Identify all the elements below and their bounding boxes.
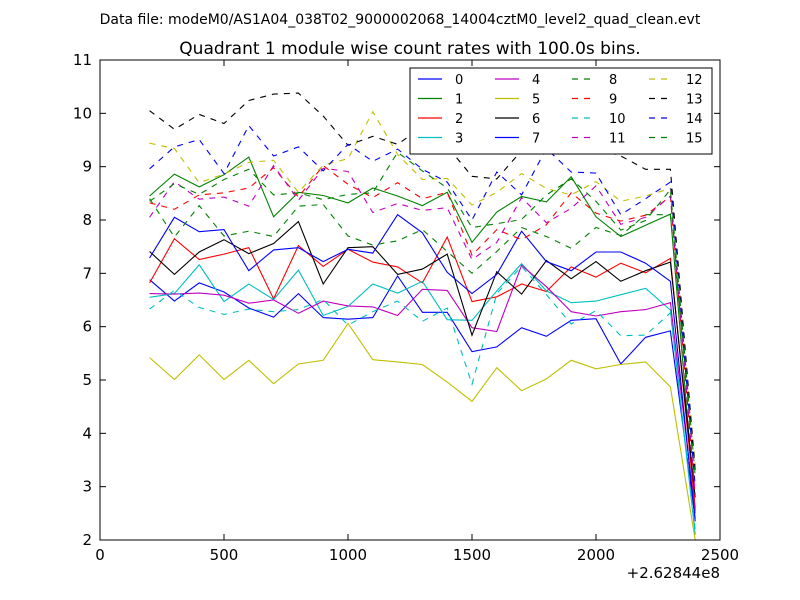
legend-label-14: 14 (686, 112, 703, 127)
legend-label-4: 4 (532, 73, 540, 88)
legend-label-15: 15 (686, 132, 703, 147)
y-tick-label: 2 (82, 531, 92, 549)
series-line-9 (149, 164, 696, 498)
x-tick-label: 2500 (701, 546, 739, 564)
y-tick-label: 4 (82, 424, 92, 442)
y-tick-label: 10 (73, 104, 92, 122)
legend-label-0: 0 (455, 73, 463, 88)
series-line-12 (149, 110, 696, 466)
y-tick-label: 9 (82, 158, 92, 176)
legend-label-11: 11 (609, 132, 626, 147)
series-line-2 (149, 235, 696, 509)
series-line-1 (149, 156, 696, 511)
legend-label-5: 5 (532, 93, 540, 108)
series-line-15 (149, 151, 696, 477)
x-tick-label: 2000 (577, 546, 615, 564)
series-line-3 (149, 262, 696, 535)
x-tick-label: 1000 (329, 546, 367, 564)
x-tick-label: 1500 (453, 546, 491, 564)
legend-label-7: 7 (532, 132, 540, 147)
series-line-0 (149, 274, 696, 519)
chart-suptitle: Data file: modeM0/AS1A04_038T02_90000020… (100, 12, 701, 28)
x-offset-label: +2.62844e8 (627, 564, 720, 582)
series-line-6 (149, 220, 696, 498)
series-line-14 (149, 124, 696, 487)
legend-label-13: 13 (686, 93, 703, 108)
legend-label-6: 6 (532, 112, 540, 127)
legend-box (409, 67, 713, 155)
legend-label-8: 8 (609, 73, 617, 88)
y-tick-label: 7 (82, 264, 92, 282)
plot-frame (99, 59, 721, 541)
y-tick-label: 6 (82, 318, 92, 336)
series-line-5 (149, 322, 696, 540)
legend-label-3: 3 (455, 132, 463, 147)
x-tick-label: 500 (210, 546, 239, 564)
series-line-4 (149, 264, 696, 514)
legend-label-12: 12 (686, 73, 703, 88)
legend-label-10: 10 (609, 112, 626, 127)
series-line-7 (149, 213, 696, 522)
legend-label-9: 9 (609, 93, 617, 108)
x-tick-label: 0 (95, 546, 105, 564)
y-tick-label: 8 (82, 211, 92, 229)
y-tick-label: 11 (73, 51, 92, 69)
legend-label-2: 2 (455, 112, 463, 127)
y-tick-label: 3 (82, 478, 92, 496)
chart-title: Quadrant 1 module wise count rates with … (179, 39, 640, 59)
legend-label-1: 1 (455, 93, 463, 108)
y-tick-label: 5 (82, 371, 92, 389)
